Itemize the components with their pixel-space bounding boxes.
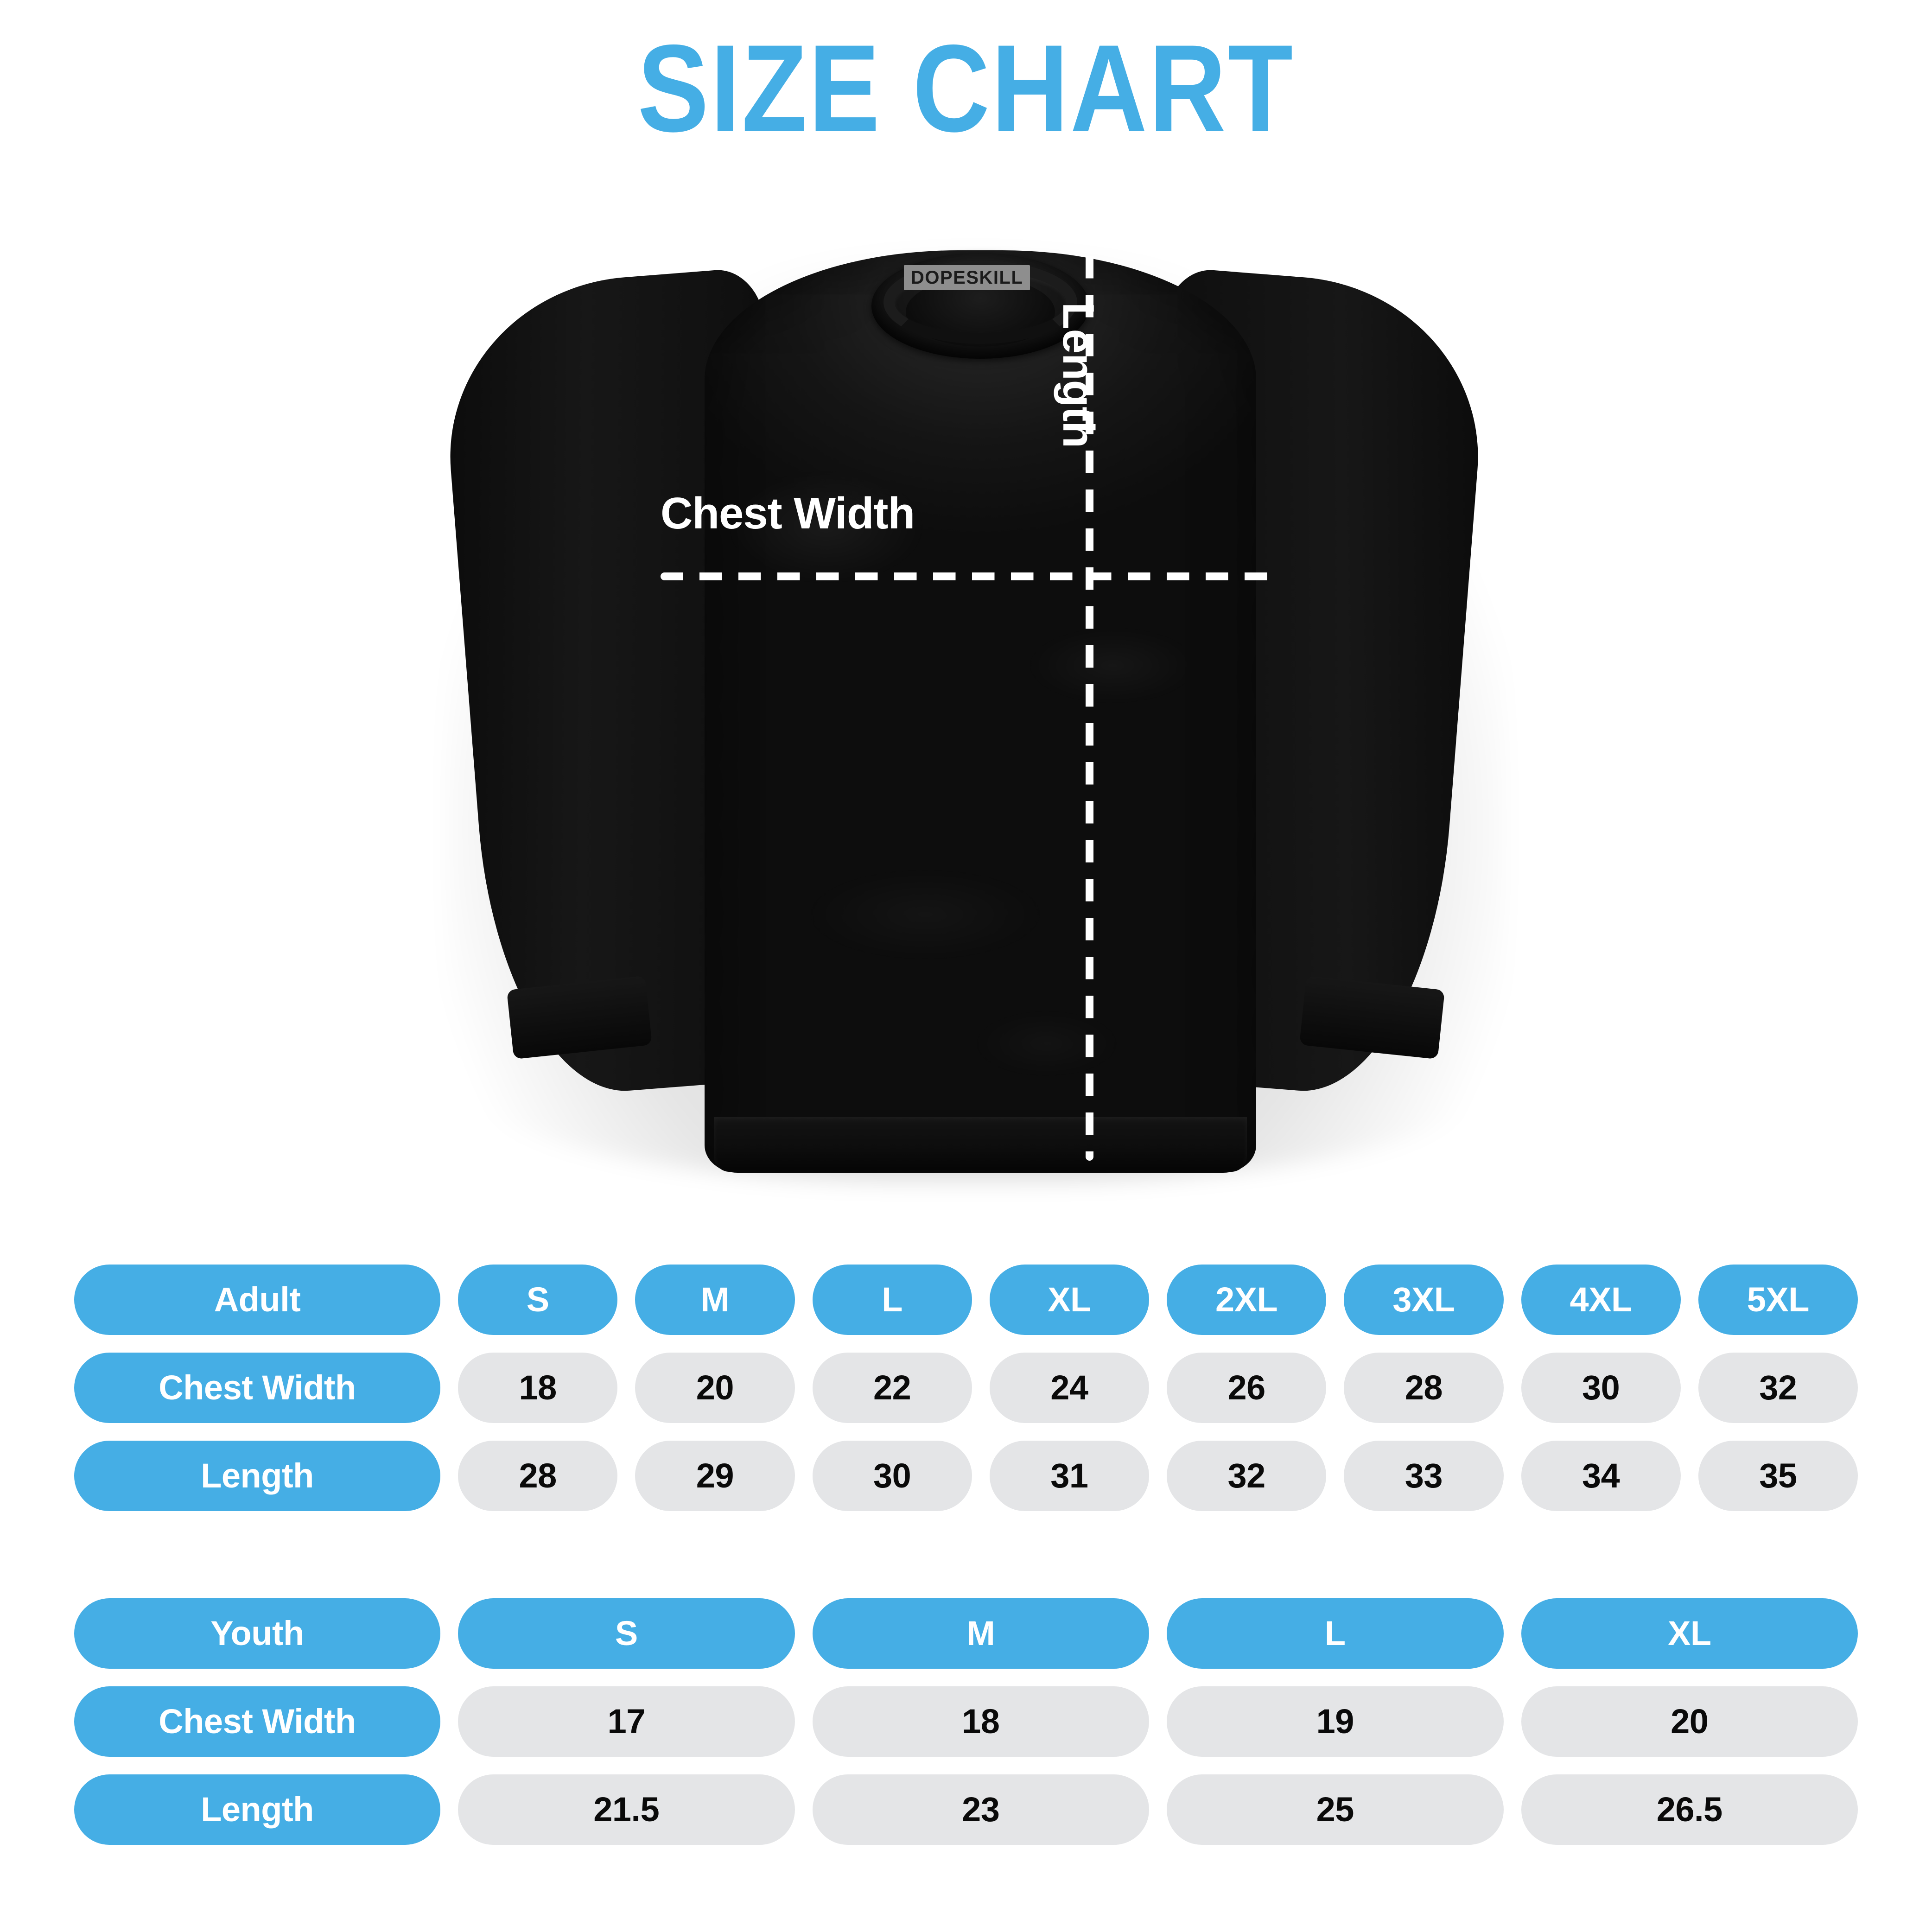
youth-chest-width-l: 19 [1167,1686,1504,1757]
adult-length-3xl: 33 [1344,1441,1504,1511]
adult-size-3xl[interactable]: 3XL [1344,1265,1504,1335]
adult-chest-width-4xl: 30 [1521,1353,1681,1423]
adult-chest-width-5xl: 32 [1698,1353,1858,1423]
table-row: Length 21.5 23 25 26.5 [74,1774,1858,1845]
youth-chest-width-m: 18 [812,1686,1149,1757]
page-title: SIZE CHART [637,19,1295,158]
youth-chest-width-label: Chest Width [74,1686,440,1757]
right-cuff [1299,975,1445,1060]
left-cuff [506,975,653,1060]
adult-chest-width-2xl: 26 [1167,1353,1327,1423]
youth-size-xl[interactable]: XL [1521,1598,1858,1669]
adult-length-5xl: 35 [1698,1441,1858,1511]
adult-table-label: Adult [74,1265,440,1335]
adult-length-label: Length [74,1441,440,1511]
adult-size-4xl[interactable]: 4XL [1521,1265,1681,1335]
garment-illustration: DOPESKILL Chest Width Length [408,195,1539,1214]
table-row: Chest Width 18 20 22 24 26 28 30 32 [74,1353,1858,1423]
adult-size-m[interactable]: M [635,1265,795,1335]
adult-header-row: Adult S M L XL 2XL 3XL 4XL 5XL [74,1265,1858,1335]
adult-length-xl: 31 [989,1441,1149,1511]
brand-neck-tag: DOPESKILL [904,265,1030,290]
youth-length-l: 25 [1167,1774,1504,1845]
adult-length-4xl: 34 [1521,1441,1681,1511]
adult-length-s: 28 [458,1441,618,1511]
youth-size-m[interactable]: M [812,1598,1149,1669]
adult-size-5xl[interactable]: 5XL [1698,1265,1858,1335]
youth-length-m: 23 [812,1774,1149,1845]
length-annotation: Length [1054,302,1103,448]
adult-chest-width-s: 18 [458,1353,618,1423]
adult-chest-width-m: 20 [635,1353,795,1423]
adult-length-2xl: 32 [1167,1441,1327,1511]
shirt-hem [714,1117,1247,1172]
youth-length-label: Length [74,1774,440,1845]
youth-size-l[interactable]: L [1167,1598,1504,1669]
youth-length-s: 21.5 [458,1774,795,1845]
youth-table-label: Youth [74,1598,440,1669]
adult-length-l: 30 [812,1441,972,1511]
chest-width-dashed-line [661,572,1272,580]
adult-size-s[interactable]: S [458,1265,618,1335]
table-row: Chest Width 17 18 19 20 [74,1686,1858,1757]
youth-chest-width-s: 17 [458,1686,795,1757]
adult-chest-width-l: 22 [812,1353,972,1423]
adult-length-m: 29 [635,1441,795,1511]
shirt-body [705,250,1256,1173]
table-row: Length 28 29 30 31 32 33 34 35 [74,1441,1858,1511]
youth-size-table: Youth S M L XL Chest Width 17 18 19 20 L… [74,1598,1858,1845]
youth-length-xl: 26.5 [1521,1774,1858,1845]
chest-width-annotation: Chest Width [661,489,915,538]
adult-chest-width-xl: 24 [989,1353,1149,1423]
adult-chest-width-label: Chest Width [74,1353,440,1423]
length-dashed-line [1086,217,1093,1161]
youth-size-s[interactable]: S [458,1598,795,1669]
youth-chest-width-xl: 20 [1521,1686,1858,1757]
adult-size-2xl[interactable]: 2XL [1167,1265,1327,1335]
youth-header-row: Youth S M L XL [74,1598,1858,1669]
adult-size-table: Adult S M L XL 2XL 3XL 4XL 5XL Chest Wid… [74,1265,1858,1511]
adult-chest-width-3xl: 28 [1344,1353,1504,1423]
adult-size-l[interactable]: L [812,1265,972,1335]
adult-size-xl[interactable]: XL [989,1265,1149,1335]
